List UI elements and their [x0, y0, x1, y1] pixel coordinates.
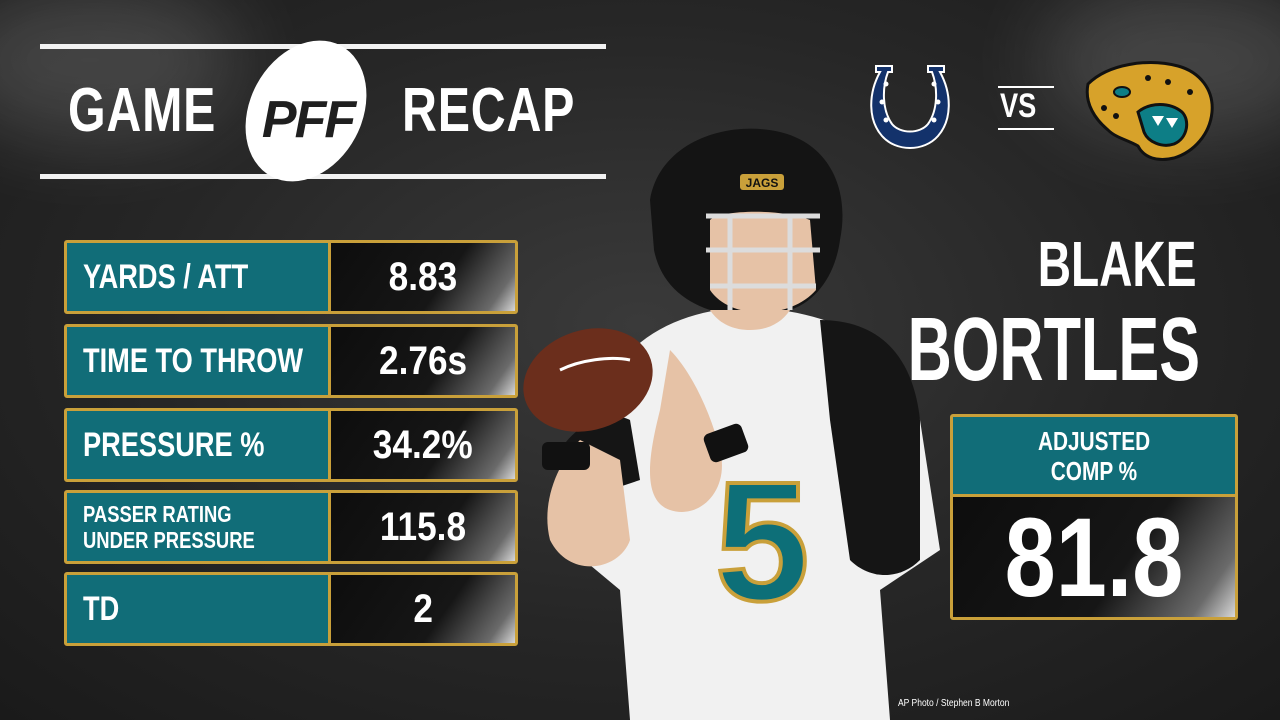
stat-value: 34.2% — [331, 411, 515, 479]
stat-box-label: ADJUSTED COMP % — [953, 417, 1235, 497]
vs-rule-bottom — [998, 128, 1054, 130]
stat-row-td: TD 2 — [64, 572, 518, 646]
stat-label: TD — [67, 575, 331, 643]
vs-rule-top — [998, 86, 1054, 88]
stat-label: PRESSURE % — [67, 411, 331, 479]
title-game: GAME — [68, 76, 217, 145]
stat-row-passer-rating-under-pressure: PASSER RATING UNDER PRESSURE 115.8 — [64, 490, 518, 564]
player-first-name: BLAKE — [1037, 228, 1196, 300]
stat-value: 8.83 — [331, 243, 515, 311]
stat-row-time-to-throw: TIME TO THROW 2.76s — [64, 324, 518, 398]
stat-label: YARDS / ATT — [67, 243, 331, 311]
pff-football-logo — [245, 40, 367, 182]
stat-value: 2 — [331, 575, 515, 643]
stat-row-yards-per-att: YARDS / ATT 8.83 — [64, 240, 518, 314]
stat-label: PASSER RATING UNDER PRESSURE — [67, 493, 331, 561]
title-recap: RECAP — [402, 76, 576, 145]
helmet-text: JAGS — [746, 176, 779, 190]
colts-horseshoe-icon — [870, 65, 950, 149]
vs-label: VS — [1000, 87, 1037, 125]
stat-box-value: 81.8 — [953, 495, 1235, 617]
matchup: VS — [860, 56, 1220, 161]
jaguar-head-icon — [1085, 61, 1214, 161]
player-photo: 5 JAGS — [523, 128, 940, 720]
jersey-number: 5 — [715, 447, 810, 637]
header-rule-bottom — [40, 174, 606, 179]
pff-brand-text: PFF — [261, 91, 356, 149]
player-last-name: BORTLES — [907, 300, 1200, 400]
stat-row-pressure-pct: PRESSURE % 34.2% — [64, 408, 518, 482]
game-recap-header: GAME PFF RECAP — [40, 40, 606, 182]
photo-credit: AP Photo / Stephen B Morton — [898, 698, 1010, 709]
stat-label: TIME TO THROW — [67, 327, 331, 395]
stat-value: 115.8 — [331, 493, 515, 561]
stat-value: 2.76s — [331, 327, 515, 395]
adjusted-comp-pct-box: ADJUSTED COMP % 81.8 — [950, 414, 1238, 620]
